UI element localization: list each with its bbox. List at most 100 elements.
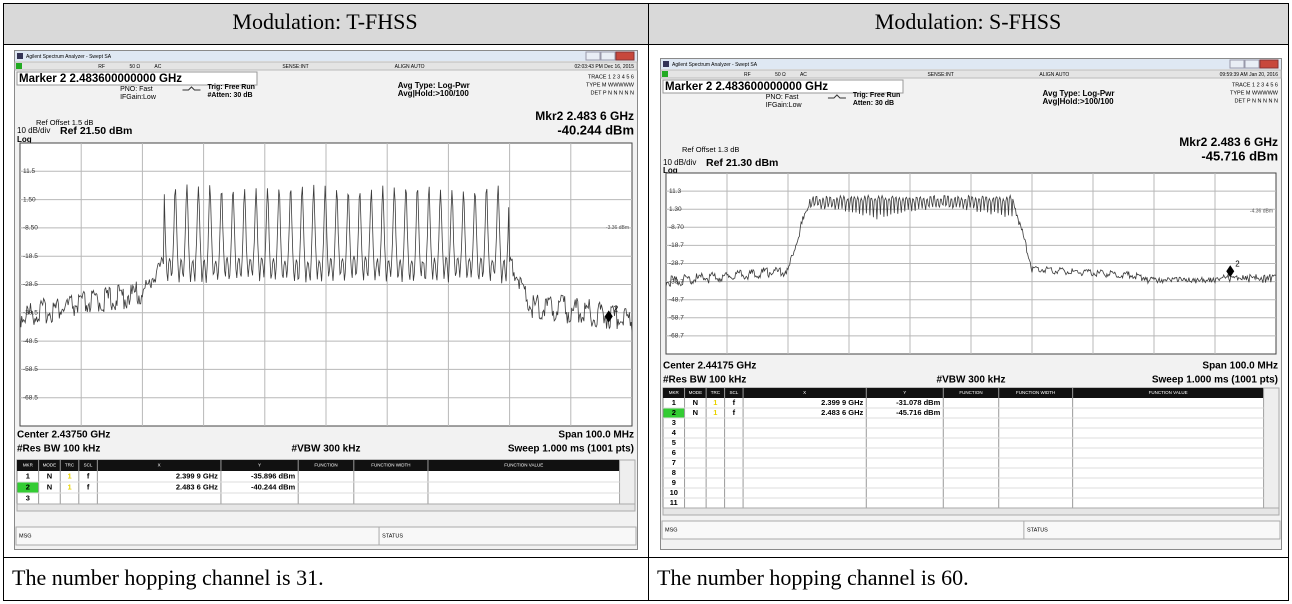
sweep: Sweep 1.000 ms (1001 pts) xyxy=(1152,375,1278,386)
marker-table-header xyxy=(663,388,1264,398)
ref-level: Ref 21.30 dBm xyxy=(706,157,778,169)
table-header-cell: FUNCTION xyxy=(314,463,337,468)
resolution-bandwidth: #Res BW 100 kHz xyxy=(17,444,100,455)
maximize-button xyxy=(600,51,616,61)
table-header-cell: X xyxy=(158,463,161,468)
trace-info: DET P N N N N N xyxy=(591,90,635,96)
setting: #Atten: 30 dB xyxy=(207,92,252,99)
status-text: SENSE:INT xyxy=(927,72,953,78)
table-cell: -35.896 dBm xyxy=(251,471,296,480)
horizontal-scrollbar xyxy=(662,507,1280,516)
table-header-cell: FUNCTION xyxy=(959,390,982,395)
marker-diamond xyxy=(1226,265,1235,278)
trace-info: TYPE M WWWWW xyxy=(1230,90,1279,96)
table-cell: 7 xyxy=(672,458,676,467)
trigger-icon xyxy=(827,94,846,99)
span: Span 100.0 MHz xyxy=(1202,361,1278,372)
table-header-cell: TRC xyxy=(711,390,721,395)
status-text: ALIGN AUTO xyxy=(395,64,425,70)
analyzer-screenshot: Agilent Spectrum Analyzer - Swept SA RF 5 0… xyxy=(660,58,1282,550)
table-header-cell: Y xyxy=(258,463,261,468)
y-axis-label: -48.7 xyxy=(669,296,684,303)
close-button xyxy=(615,51,635,61)
setting: IFGain:Low xyxy=(120,94,157,101)
table-header-cell: MKR xyxy=(669,390,680,395)
table-cell: 1 xyxy=(26,471,30,480)
marker-number: 2 xyxy=(1235,259,1240,268)
table-cell: 2.399 9 GHz xyxy=(821,398,863,407)
sweep: Sweep 1.000 ms (1001 pts) xyxy=(508,444,634,455)
y-axis-label: -68.7 xyxy=(669,333,684,340)
table-cell: 5 xyxy=(672,438,676,447)
setting: Trig: Free Run xyxy=(853,92,900,99)
video-bandwidth: #VBW 300 kHz xyxy=(292,444,361,455)
setting: Atten: 30 dB xyxy=(853,100,894,107)
table-cell: 2.483 6 GHz xyxy=(176,482,218,491)
table-cell: 1 xyxy=(713,398,717,407)
table-cell: N xyxy=(693,398,698,407)
scroll-track xyxy=(1263,387,1280,509)
table-header-cell: FUNCTION VALUE xyxy=(504,463,543,468)
ref-offset: Ref Offset 1.5 dB xyxy=(36,118,93,127)
log-label: Log xyxy=(663,166,678,175)
title-bar xyxy=(661,59,1281,69)
y-axis-label: -28.7 xyxy=(669,260,684,267)
table-cell: 1 xyxy=(672,398,676,407)
status-text: 09:59:39 AM Jan 20, 2016 xyxy=(1220,72,1279,78)
table-cell: 1 xyxy=(67,482,71,491)
setting: PNO: Fast xyxy=(766,94,799,101)
ref-level: Ref 21.50 dBm xyxy=(60,125,132,137)
table-cell: f xyxy=(87,471,90,480)
status-label: STATUS xyxy=(382,533,403,539)
table-cell: 11 xyxy=(670,498,678,507)
selected-marker xyxy=(663,408,685,418)
table-header-cell: TRC xyxy=(65,463,75,468)
marker-readout: Marker 2 2.483600000000 GHz xyxy=(19,73,182,85)
table-cell: f xyxy=(87,482,90,491)
status-text: AC xyxy=(800,72,807,78)
table-cell: 10 xyxy=(670,488,678,497)
marker-value: -45.716 dBm xyxy=(1201,148,1278,163)
trace-info: TRACE 1 2 3 4 5 6 xyxy=(1232,82,1278,88)
marker-label: Mkr2 2.483 6 GHz xyxy=(1179,135,1278,149)
title-bar xyxy=(15,51,637,61)
status-strip xyxy=(660,69,1282,79)
table-header-cell: Y xyxy=(903,390,906,395)
table-cell: -45.716 dBm xyxy=(896,408,941,417)
y-axis-label: -38.7 xyxy=(669,278,684,285)
status-label: STATUS xyxy=(1027,527,1048,533)
app-icon xyxy=(17,53,23,59)
status-bar xyxy=(15,526,637,546)
y-axis-label: -58.5 xyxy=(23,366,38,373)
table-header-cell: FUNCTION VALUE xyxy=(1149,390,1188,395)
trigger-icon xyxy=(182,86,201,91)
y-axis-label: -8.50 xyxy=(23,225,38,232)
scroll-track xyxy=(619,459,636,505)
table-cell: f xyxy=(733,398,736,407)
status-bar xyxy=(661,520,1281,540)
table-cell: 2.399 9 GHz xyxy=(176,471,218,480)
marker-label: Mkr2 2.483 6 GHz xyxy=(535,109,634,123)
table-header-cell: MKR xyxy=(23,463,34,468)
trace-info: DET P N N N N N xyxy=(1235,98,1279,104)
app-icon xyxy=(663,61,669,67)
trace-info: TYPE M WWWWW xyxy=(586,82,635,88)
status-text: 02:03:43 PM Dec 16, 2015 xyxy=(575,64,635,70)
setting: PNO: Fast xyxy=(120,86,153,93)
message-label: MSG xyxy=(665,527,678,533)
status-text: ALIGN AUTO xyxy=(1039,72,1069,78)
table-cell: N xyxy=(693,408,698,417)
footer-cell: The number hopping channel is 31. xyxy=(12,565,324,590)
trace-info: TRACE 1 2 3 4 5 6 xyxy=(588,74,634,80)
ref-offset: Ref Offset 1.3 dB xyxy=(682,145,739,154)
display-line-label: -3.36 dBm xyxy=(606,225,629,231)
table-header-cell: MODE xyxy=(689,390,703,395)
y-axis-label: -8.70 xyxy=(669,224,684,231)
status-text: RF xyxy=(744,72,751,78)
rf-indicator xyxy=(662,71,668,77)
marker-box xyxy=(662,79,904,94)
window-title: Agilent Spectrum Analyzer - Swept SA xyxy=(672,62,758,68)
